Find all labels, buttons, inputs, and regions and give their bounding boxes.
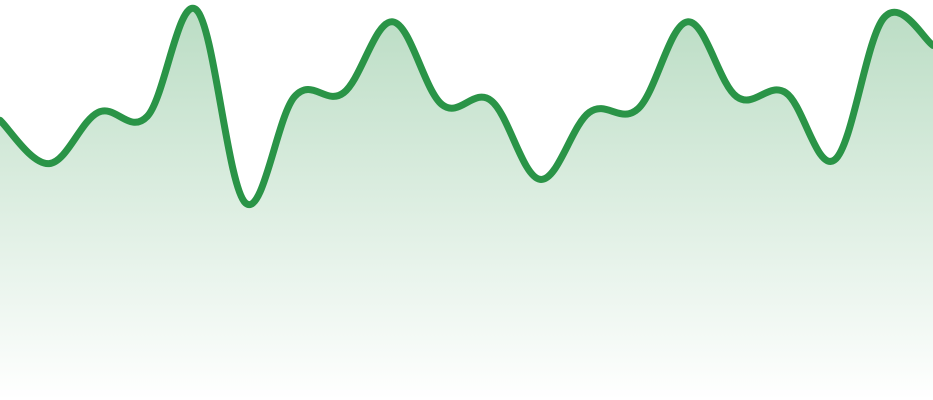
data-point bbox=[144, 113, 150, 119]
data-point bbox=[95, 109, 101, 115]
data-point bbox=[586, 109, 592, 115]
data-point bbox=[734, 94, 740, 100]
series-line bbox=[0, 4, 933, 209]
area-fill bbox=[0, 8, 933, 400]
data-point bbox=[685, 19, 691, 25]
data-point bbox=[341, 90, 347, 96]
data-point bbox=[46, 161, 52, 167]
data-point bbox=[783, 90, 789, 96]
data-point bbox=[292, 94, 298, 100]
data-point bbox=[193, 7, 199, 13]
data-point bbox=[488, 98, 494, 104]
data-point bbox=[243, 200, 249, 206]
data-point bbox=[881, 15, 887, 21]
data-point bbox=[390, 19, 396, 25]
plot-area bbox=[0, 4, 933, 400]
data-point bbox=[832, 157, 838, 163]
data-point bbox=[537, 176, 543, 182]
data-point bbox=[439, 102, 445, 108]
data-point bbox=[635, 105, 641, 111]
